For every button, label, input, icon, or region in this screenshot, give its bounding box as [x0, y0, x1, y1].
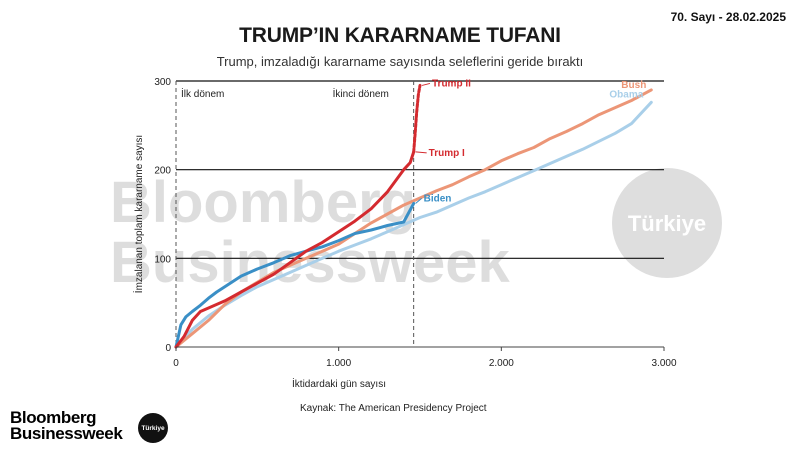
series-label-biden: Biden: [424, 193, 452, 204]
logo: Bloomberg Businessweek: [10, 408, 123, 443]
watermark-badge: Türkiye: [612, 168, 722, 278]
x-tick-label: 3.000: [651, 358, 676, 369]
series-label-trump-i: Trump I: [429, 148, 465, 159]
series-line-trump-ii: [412, 83, 422, 154]
series-label-leader: [421, 82, 431, 86]
series-line-biden: [174, 201, 416, 349]
series-label-bush: Bush: [621, 80, 646, 91]
x-tick-label: 0: [173, 358, 179, 369]
grid: [176, 80, 664, 259]
y-tick-label: 100: [154, 254, 171, 265]
term-label-1: İlk dönem: [181, 87, 224, 100]
term-dividers: [175, 81, 415, 347]
y-tick-label: 200: [154, 166, 171, 177]
term-label-2: İkinci dönem: [333, 87, 389, 100]
logo-line2: Businessweek: [10, 424, 123, 443]
watermark: Bloomberg Businessweek: [110, 170, 511, 295]
chart-subtitle: Trump, imzaladığı kararname sayısında se…: [216, 54, 584, 69]
watermark-line1: Bloomberg: [110, 170, 416, 235]
series-label-leader: [415, 151, 427, 154]
series-label-leader: [415, 197, 422, 204]
series-line-obama: [174, 100, 653, 349]
y-tick-label: 0: [165, 343, 171, 354]
chart-title: TRUMP’IN KARARNAME TUFANI: [239, 24, 561, 47]
issue-date: 70. Sayı - 28.02.2025: [670, 10, 786, 24]
series-label-obama: Obama: [609, 89, 643, 100]
logo-line1: Bloomberg: [10, 408, 97, 427]
series-line-trump-i: [174, 150, 416, 349]
x-axis-label: İktidardaki gün sayısı: [292, 377, 386, 390]
logo-badge: Türkiye: [138, 413, 168, 443]
source-note: Kaynak: The American Presidency Project: [300, 403, 487, 414]
x-tick-label: 2.000: [489, 358, 514, 369]
y-axis-label: İmzalanan toplam kararname sayısı: [132, 135, 145, 293]
series-lines: [174, 83, 653, 349]
watermark-badge-text: Türkiye: [628, 211, 706, 236]
y-tick-label: 300: [154, 77, 171, 88]
axes: 0 100 200 300 0 1.000 2.000 3.000: [154, 77, 677, 369]
series-label-trump-ii: Trump II: [432, 78, 471, 89]
x-tick-label: 1.000: [326, 358, 351, 369]
